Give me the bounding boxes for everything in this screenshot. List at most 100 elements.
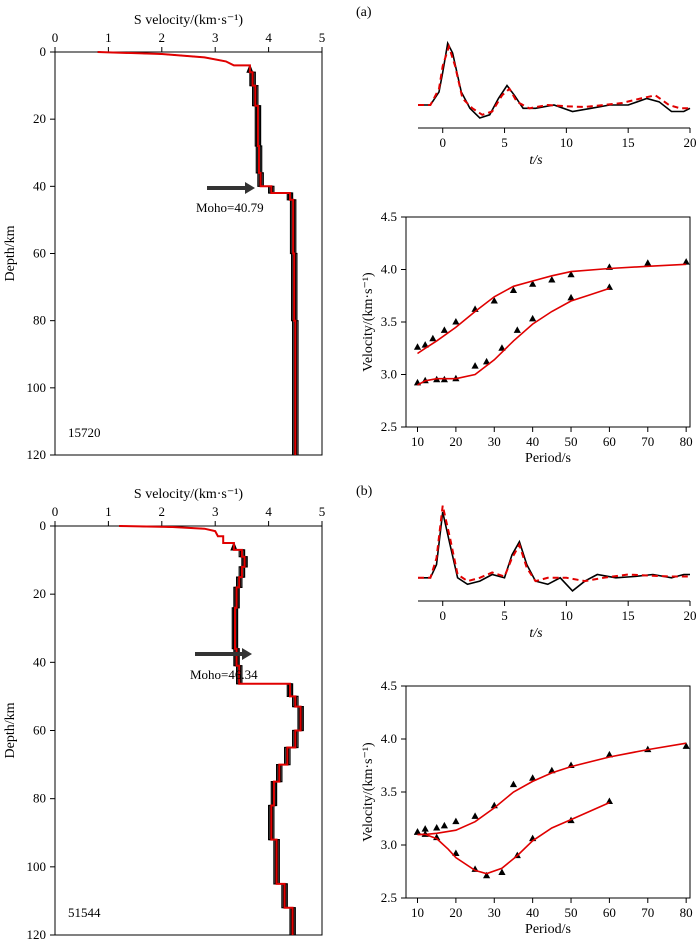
x-tick-label: 70 (641, 905, 654, 920)
y-tick-label: 80 (33, 791, 46, 806)
x-tick-label: 0 (439, 135, 446, 150)
y-tick-label: 100 (27, 380, 47, 395)
rayleigh-phase-model-line (417, 263, 687, 355)
panel-label: (b) (356, 484, 373, 499)
panel-label: (a) (356, 5, 372, 20)
x-tick-label: 5 (501, 135, 508, 150)
x-tick-label: 1 (105, 504, 112, 519)
observed-point (567, 293, 575, 301)
x-tick-label: 10 (411, 434, 424, 449)
x-tick-label: 3 (212, 504, 219, 519)
x-tick-label: 15 (622, 608, 635, 623)
y-tick-label: 0 (40, 518, 47, 533)
station-id-label: 15720 (68, 425, 101, 440)
x-tick-label: 2 (159, 504, 166, 519)
y-tick-label: 3.0 (381, 367, 397, 382)
rayleigh-phase-model-line (417, 742, 687, 836)
y-tick-label: 80 (33, 313, 46, 328)
observed-point (429, 334, 437, 342)
x-tick-label: 80 (680, 905, 693, 920)
y-tick-label: 4.0 (381, 262, 397, 277)
observed-point (567, 270, 575, 278)
moho-depth-label: Moho=40.79 (196, 200, 264, 215)
x-tick-label: 1 (105, 30, 112, 45)
ensemble-model-line (97, 51, 294, 455)
x-tick-label: 10 (560, 135, 573, 150)
best-fit-model-line (119, 525, 302, 935)
observed-point (548, 276, 556, 283)
y-tick-label: 3.5 (381, 314, 397, 329)
y-tick-label: 60 (33, 723, 46, 738)
x-axis-title: Period/s (525, 451, 571, 466)
x-tick-label: 40 (526, 905, 539, 920)
x-tick-label: 70 (641, 434, 654, 449)
observed-point (529, 314, 537, 322)
y-tick-label: 40 (33, 654, 46, 669)
observed-point (509, 780, 518, 788)
x-tick-label: 2 (159, 30, 166, 45)
x-tick-label: 20 (449, 434, 462, 449)
x-axis-title: t/s (529, 626, 543, 641)
observed-point (482, 871, 491, 879)
y-tick-label: 4.5 (381, 209, 397, 224)
observed-point (440, 326, 448, 333)
observed-point (471, 362, 479, 369)
observed-point (682, 258, 690, 265)
plot-frame (54, 525, 323, 936)
x-tick-label: 0 (52, 30, 59, 45)
y-tick-label: 3.0 (381, 837, 397, 852)
x-tick-label: 4 (265, 504, 272, 519)
x-tick-label: 10 (411, 905, 424, 920)
ensemble-model-line (119, 525, 299, 935)
moho-depth-label: Moho=46.34 (190, 667, 258, 682)
observed-point (498, 868, 506, 876)
y-axis-title: Depth/km (3, 702, 18, 758)
y-tick-label: 120 (27, 447, 47, 462)
x-axis-title: t/s (529, 153, 543, 168)
x-tick-label: 15 (622, 135, 635, 150)
plot-frame (405, 685, 691, 899)
x-tick-label: 10 (560, 608, 573, 623)
x-tick-label: 4 (265, 30, 272, 45)
x-tick-label: 50 (565, 905, 578, 920)
x-axis-title: S velocity/(km·s⁻¹) (134, 487, 244, 502)
best-fit-model-line (97, 51, 297, 455)
observed-point (482, 357, 491, 365)
plot-frame (405, 216, 691, 428)
rayleigh-group-model-line (417, 801, 610, 875)
x-tick-label: 5 (319, 504, 326, 519)
x-tick-label: 50 (565, 434, 578, 449)
observed-point (529, 774, 537, 781)
observed-point (498, 344, 506, 351)
observed-point (421, 341, 429, 348)
y-tick-label: 60 (33, 246, 46, 261)
observed-point (490, 297, 498, 304)
observed-point (440, 821, 448, 829)
y-tick-label: 120 (27, 927, 47, 940)
x-tick-label: 30 (488, 905, 501, 920)
x-tick-label: 5 (501, 608, 508, 623)
x-tick-label: 40 (526, 434, 539, 449)
observed-point (433, 824, 441, 831)
y-tick-label: 4.5 (381, 678, 397, 693)
y-tick-label: 2.5 (381, 419, 397, 434)
ensemble-model-line (119, 525, 304, 935)
s-velocity-profile-plot: 0 1 2 3 4 5 0 20 40 60 80 100 120 S velocity/(km·s⁻¹)… (3, 13, 325, 462)
synthetic-trace (418, 505, 690, 583)
dispersion-plot: 10 20 30 40 50 60 70 80 2.5 3.0 3.5 4.0 4.5 Period/s V… (361, 678, 693, 937)
observed-point (605, 797, 614, 805)
observed-point (413, 343, 422, 350)
x-tick-label: 20 (684, 608, 697, 623)
observed-point (513, 326, 521, 333)
observed-trace (418, 40, 691, 119)
ensemble-model-line (119, 525, 300, 935)
dispersion-plot: 10 20 30 40 50 60 70 80 2.5 3.0 3.5 4.0 4.5 Period/s V… (361, 209, 693, 466)
x-tick-label: 80 (680, 434, 693, 449)
plot-frame (54, 51, 323, 456)
y-tick-label: 20 (33, 586, 46, 601)
observed-point (529, 280, 537, 287)
s-velocity-profile-plot: 0 1 2 3 4 5 0 20 40 60 80 100 120 S velocity/(km·s⁻¹)… (3, 487, 325, 940)
x-tick-label: 60 (603, 905, 616, 920)
y-axis-title: Depth/km (3, 225, 18, 281)
y-tick-label: 40 (33, 178, 46, 193)
